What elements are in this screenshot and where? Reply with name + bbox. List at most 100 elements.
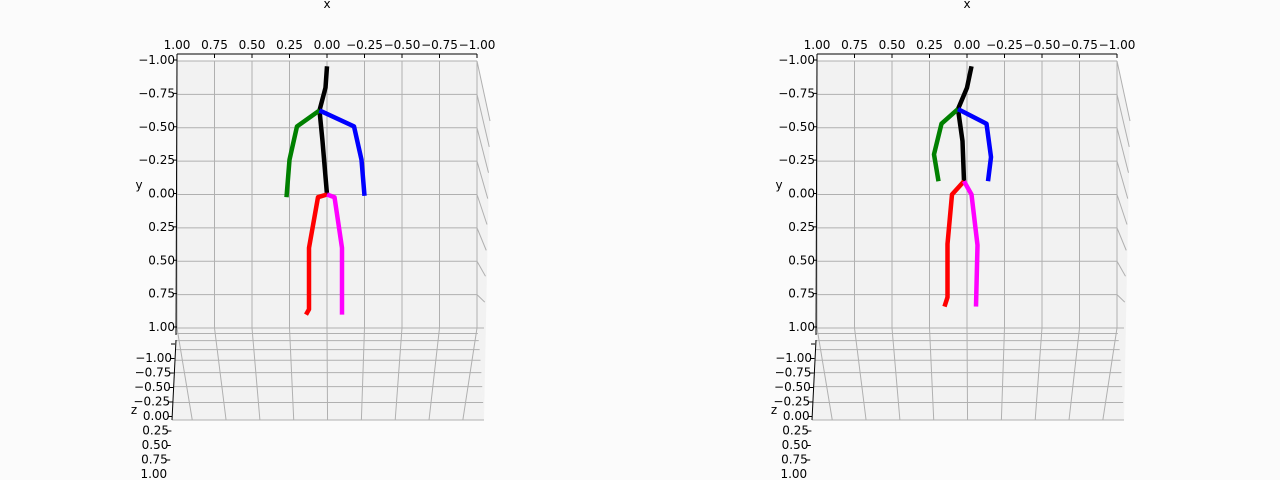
y-side-grid-line [476, 127, 489, 173]
x-floor-grid-line [360, 327, 365, 421]
x-axis-label: x [963, 0, 970, 11]
z-tick-label: 0.00 [783, 409, 810, 423]
z-tick-label: 1.00 [140, 467, 167, 480]
y-side-grid-line [1116, 261, 1126, 277]
x-floor-grid-line [1034, 327, 1043, 421]
y-tick-label: 0.25 [148, 220, 175, 234]
z-tick-label: 0.00 [143, 409, 170, 423]
z-tick-label: −0.75 [135, 366, 172, 380]
y-side-grid-line [1116, 294, 1126, 303]
y-tick-label: −0.25 [778, 153, 815, 167]
x-tick-label: −0.25 [986, 38, 1023, 52]
z-tick-label: −0.25 [133, 395, 170, 409]
x-floor-grid-line [1000, 327, 1005, 421]
x-floor-grid-line [428, 327, 440, 421]
skeleton-limb-line [942, 179, 966, 308]
y-tick-label: 0.00 [148, 187, 175, 201]
skeleton-limb-line [956, 107, 994, 182]
skeleton-limb-line [931, 107, 960, 182]
y-tick-label: −0.75 [138, 86, 175, 100]
z-axis-label: z [771, 403, 777, 417]
z-tick-label: −1.00 [775, 351, 812, 365]
y-side-grid-line [1116, 194, 1128, 225]
y-axis-label: y [135, 178, 142, 192]
z-tick-label: 0.75 [141, 453, 168, 467]
x-tick-label: 0.25 [916, 38, 943, 52]
x-floor-grid-line [891, 327, 901, 421]
z-axis-line [171, 339, 177, 421]
y-tick-label: 0.50 [148, 253, 175, 267]
x-floor-grid-line [394, 327, 403, 421]
x-floor-grid-line [176, 327, 193, 421]
y-tick-label: 0.75 [148, 287, 175, 301]
x-tick-label: 0.50 [879, 38, 906, 52]
z-tick-label: −0.75 [775, 366, 812, 380]
x-floor-grid-line [929, 327, 935, 421]
x-floor-grid-line [816, 327, 833, 421]
z-axis-line [811, 339, 817, 421]
y-side-grid-line [1116, 127, 1129, 173]
skeleton-limb-line [326, 192, 345, 315]
x-floor-grid-line [214, 327, 227, 421]
y-side-grid-line [1116, 227, 1127, 251]
y-side-grid-line [1116, 160, 1129, 199]
y-tick-label: 0.75 [788, 287, 815, 301]
y-tick-label: 0.25 [788, 220, 815, 234]
z-tick-label: −1.00 [135, 351, 172, 365]
y-tick-label: −0.50 [138, 120, 175, 134]
z-tick-label: 0.25 [142, 424, 169, 438]
x-floor-grid-line [289, 327, 295, 421]
skeleton-limb-line [304, 192, 328, 316]
y-tick-label: 0.00 [788, 187, 815, 201]
y-tick-label: 1.00 [788, 320, 815, 334]
y-axis-line [815, 53, 818, 336]
y-axis-line [175, 53, 178, 336]
z-tick-label: 0.75 [781, 453, 808, 467]
x-tick-label: 0.75 [841, 38, 868, 52]
x-tick-label: −1.00 [459, 38, 496, 52]
y-tick-label: −0.75 [778, 86, 815, 100]
x-tick-label: 1.00 [804, 38, 831, 52]
y-tick-label: −1.00 [778, 53, 815, 67]
x-floor-grid-line [251, 327, 261, 421]
y-tick-label: 1.00 [148, 320, 175, 334]
z-tick-label: −0.25 [773, 395, 810, 409]
z-tick-label: −0.50 [134, 380, 171, 394]
skeleton-limb-line [284, 108, 321, 198]
y-side-grid-line [476, 160, 489, 199]
pose-panel-left: 1.00 0.75 0.50 0.25 0.00 −0.25 −0.50 −0.75 −1.00… [131, 0, 496, 480]
x-floor-grid-line [326, 327, 329, 421]
x-tick-label: 0.25 [276, 38, 303, 52]
y-side-grid-line [476, 261, 486, 277]
y-tick-label: −0.50 [778, 120, 815, 134]
skeleton [284, 66, 367, 316]
y-tick-label: −1.00 [138, 53, 175, 67]
x-tick-label: 0.00 [314, 38, 341, 52]
x-floor-grid-line [854, 327, 867, 421]
y-side-grid-line [1116, 94, 1130, 147]
y-tick-label: −0.25 [138, 153, 175, 167]
x-tick-label: −0.75 [1061, 38, 1098, 52]
x-floor-grid-line [1068, 327, 1080, 421]
side-pane [477, 61, 490, 420]
x-tick-label: −0.50 [384, 38, 421, 52]
x-tick-label: 1.00 [164, 38, 191, 52]
y-side-grid-line [476, 194, 488, 225]
z-tick-label: 0.50 [142, 438, 169, 452]
skeleton-limb-line [962, 180, 980, 307]
floor-pane [172, 328, 484, 420]
x-axis-label: x [323, 0, 330, 11]
y-side-grid-line [476, 94, 490, 147]
z-tick-label: −0.50 [774, 380, 811, 394]
y-side-grid-line [1116, 60, 1131, 122]
z-tick-label: 0.50 [782, 438, 809, 452]
skeleton [931, 65, 994, 308]
x-tick-label: −0.75 [421, 38, 458, 52]
x-tick-label: −1.00 [1099, 38, 1136, 52]
y-tick-label: 0.50 [788, 253, 815, 267]
y-side-grid-line [476, 60, 491, 122]
x-floor-grid-line [462, 327, 478, 421]
x-tick-label: 0.50 [239, 38, 266, 52]
x-tick-label: −0.50 [1024, 38, 1061, 52]
